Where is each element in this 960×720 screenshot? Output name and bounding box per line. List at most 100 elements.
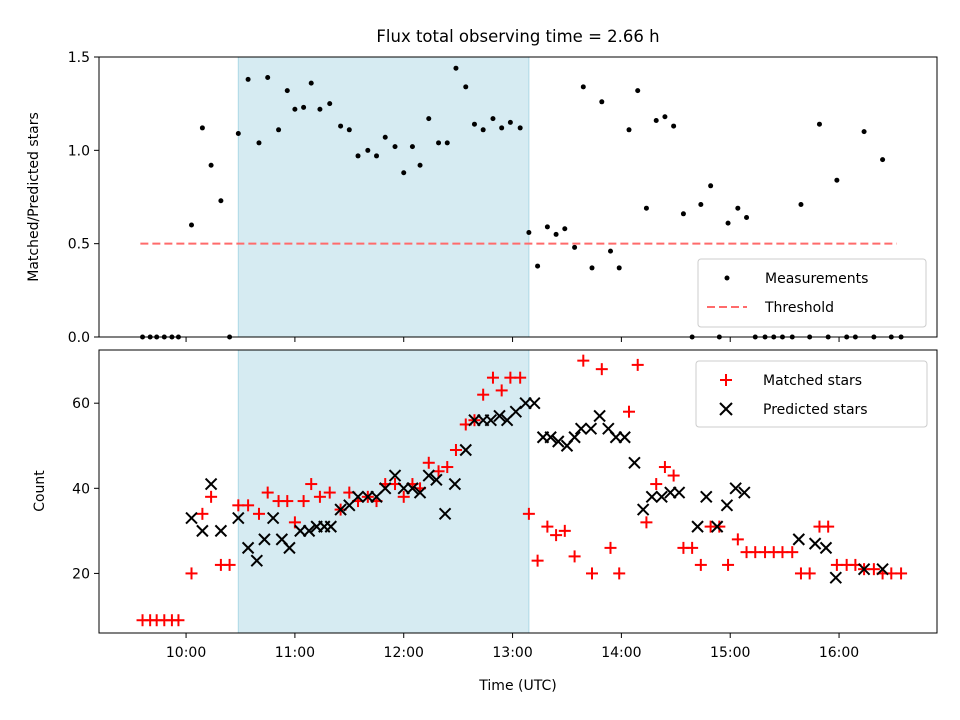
measurement-point <box>671 123 677 129</box>
bottom-legend-box <box>695 360 928 428</box>
measurement-point <box>463 84 469 90</box>
measurement-point <box>355 153 361 159</box>
measurement-point <box>374 153 380 159</box>
measurement-point <box>417 162 423 168</box>
predicted-star-point <box>283 541 296 555</box>
matched-star-point <box>205 490 218 503</box>
predicted-star-point <box>857 562 871 576</box>
measurement-point <box>265 75 271 81</box>
bottom-shaded-band <box>238 350 529 633</box>
predicted-star-point <box>655 490 668 504</box>
measurement-point <box>365 147 371 153</box>
legend-matched-label: Matched stars <box>763 373 862 389</box>
bottom-legend: Matched stars Predicted stars <box>695 360 928 428</box>
top-shaded-band <box>238 57 529 337</box>
predicted-star-point <box>379 482 392 495</box>
measurement-point <box>698 201 704 207</box>
matched-star-point <box>895 567 908 580</box>
predicted-star-point <box>720 499 734 512</box>
predicted-star-point <box>544 431 557 444</box>
matched-star-point <box>223 558 236 571</box>
matched-star-point <box>531 554 544 567</box>
measurement-point <box>535 263 541 269</box>
measurement-point <box>499 125 505 131</box>
matched-star-point <box>686 541 699 554</box>
top-y-tick-label: 0.5 <box>68 237 90 253</box>
matched-star-point <box>323 486 336 499</box>
predicted-star-point <box>484 414 497 427</box>
predicted-star-point <box>232 511 245 525</box>
measurement-point <box>662 114 668 120</box>
measurement-point <box>480 127 486 133</box>
predicted-star-point <box>618 431 631 444</box>
matched-star-point <box>242 499 255 512</box>
matched-star-point <box>586 567 599 580</box>
predicted-star-point <box>528 396 541 410</box>
measurement-point <box>861 129 867 135</box>
matched-star-point <box>650 478 663 491</box>
figure-title: Flux total observing time = 2.66 h <box>376 27 659 46</box>
bottom-y-axis-label: Count <box>32 470 48 512</box>
measurement-point <box>834 177 840 183</box>
predicted-star-point <box>250 554 264 567</box>
measurement-point <box>208 162 214 168</box>
bottom-y-axis: 20 40 60 <box>72 396 99 582</box>
predicted-star-point <box>196 524 209 538</box>
bottom-x-tick-label: 10:00 <box>166 645 206 661</box>
measurement-point <box>744 215 750 221</box>
matched-star-point <box>397 490 410 503</box>
matched-star-point <box>713 520 726 533</box>
top-x-ticks <box>185 337 840 342</box>
matched-star-point <box>867 563 880 576</box>
measurement-point <box>401 170 407 176</box>
top-y-axis: 0.0 0.5 1.0 1.5 <box>68 50 99 346</box>
matched-star-point <box>640 516 653 529</box>
matched-star-point <box>172 614 185 627</box>
predicted-star-point <box>493 409 506 423</box>
predicted-star-point <box>214 524 228 538</box>
measurement-point <box>544 224 550 230</box>
predicted-star-point <box>691 520 704 533</box>
predicted-star-point <box>204 477 218 491</box>
measurement-point <box>235 131 241 137</box>
predicted-star-point <box>185 511 198 525</box>
matched-star-point <box>595 363 608 376</box>
legend-measurements-marker <box>724 275 730 281</box>
measurement-point <box>635 88 641 94</box>
predicted-star-point <box>672 486 686 499</box>
matched-star-point <box>722 558 735 571</box>
predicted-star-point <box>459 443 472 457</box>
bottom-axes-frame <box>98 349 938 634</box>
measurement-point <box>643 205 649 211</box>
measurement-point <box>526 229 532 235</box>
top-legend-box <box>697 258 927 328</box>
predicted-star-point <box>584 422 598 435</box>
predicted-star-point <box>636 503 650 516</box>
measurement-point <box>317 106 323 112</box>
predicted-star-point <box>351 490 365 504</box>
matched-star-point <box>281 495 294 508</box>
measurement-point <box>453 65 459 71</box>
measurement-point <box>562 226 568 232</box>
matched-star-point <box>803 567 816 580</box>
matched-star-point <box>449 444 462 457</box>
measurement-point <box>517 125 523 131</box>
matched-star-point <box>667 469 680 482</box>
measurement-point <box>616 265 622 271</box>
matched-star-point <box>297 495 310 508</box>
measurement-point <box>725 220 731 226</box>
matched-star-point <box>541 520 554 533</box>
measurement-point <box>553 231 559 237</box>
measurement-point <box>444 140 450 146</box>
measurement-point <box>589 265 595 271</box>
bottom-y-tick-label: 60 <box>72 396 90 412</box>
measurement-point <box>338 123 344 129</box>
measurement-point <box>189 222 195 228</box>
legend-threshold-label: Threshold <box>764 300 834 316</box>
bottom-x-axis: 10:00 11:00 12:00 13:00 14:00 15:00 16:00 <box>166 633 859 661</box>
predicted-star-point <box>792 533 805 546</box>
measurement-point <box>392 144 398 150</box>
predicted-star-point <box>406 482 419 495</box>
measurement-point <box>276 127 282 133</box>
